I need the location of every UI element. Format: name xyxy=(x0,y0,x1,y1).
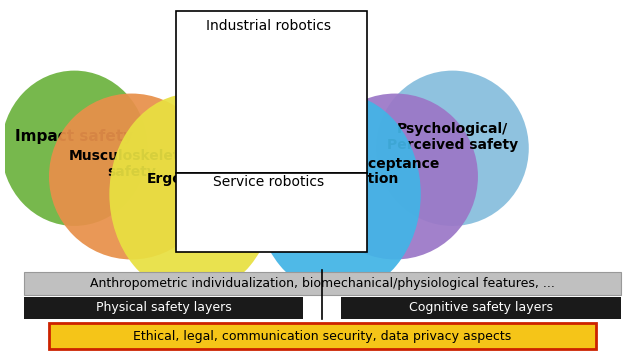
Text: Anthropometric individualization, biomechanical/physiological features, ...: Anthropometric individualization, biomec… xyxy=(90,277,555,290)
FancyBboxPatch shape xyxy=(176,173,367,252)
Ellipse shape xyxy=(49,94,214,259)
Text: Musculoskeletal
safety: Musculoskeletal safety xyxy=(68,149,195,179)
FancyBboxPatch shape xyxy=(24,272,621,295)
Ellipse shape xyxy=(255,94,420,295)
Text: Acceptance: Acceptance xyxy=(350,157,440,171)
Text: Ethical, legal, communication security, data privacy aspects: Ethical, legal, communication security, … xyxy=(133,330,511,343)
Text: Psychological/
Perceived safety: Psychological/ Perceived safety xyxy=(387,121,518,152)
Ellipse shape xyxy=(313,94,478,259)
Text: Industrial robotics: Industrial robotics xyxy=(205,19,331,34)
Bar xyxy=(24,297,303,319)
Ellipse shape xyxy=(1,71,147,226)
Text: Service robotics: Service robotics xyxy=(212,175,324,189)
Ellipse shape xyxy=(376,71,529,226)
Text: Impact safety: Impact safety xyxy=(15,129,134,144)
FancyBboxPatch shape xyxy=(176,11,367,173)
Ellipse shape xyxy=(109,94,275,295)
Text: Physical safety layers: Physical safety layers xyxy=(95,301,231,315)
Text: Personalization: Personalization xyxy=(278,172,399,186)
Bar xyxy=(341,297,621,319)
FancyBboxPatch shape xyxy=(49,323,595,349)
Text: Cognitive safety layers: Cognitive safety layers xyxy=(409,301,553,315)
Text: Ergonomics: Ergonomics xyxy=(147,172,237,186)
